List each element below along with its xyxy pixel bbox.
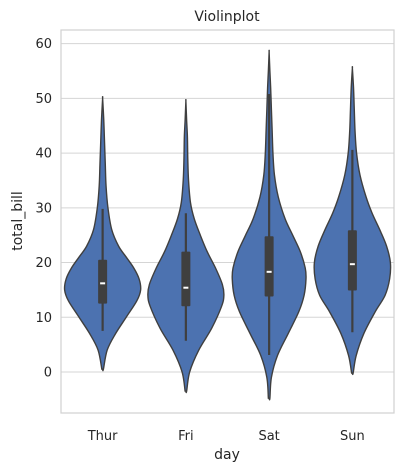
chart-title: Violinplot bbox=[194, 9, 260, 25]
x-tick-label: Sat bbox=[258, 429, 279, 444]
violin-iqr-box bbox=[181, 251, 191, 307]
y-tick-label: 0 bbox=[44, 365, 52, 380]
violin-iqr-box bbox=[347, 230, 357, 291]
x-tick-label: Sun bbox=[340, 429, 365, 444]
violin-thur bbox=[63, 96, 142, 372]
x-tick-label: Thur bbox=[87, 429, 118, 444]
violins bbox=[63, 49, 392, 401]
y-tick-label: 10 bbox=[35, 311, 52, 326]
x-tick-labels: Thur Fri Sat Sun bbox=[87, 429, 365, 444]
y-tick-labels: 0 10 20 30 40 50 60 bbox=[35, 37, 52, 380]
y-tick-label: 60 bbox=[35, 37, 52, 52]
y-axis-label: total_bill bbox=[10, 191, 26, 251]
y-tick-label: 40 bbox=[35, 147, 52, 162]
x-tick-label: Fri bbox=[178, 429, 194, 444]
y-tick-label: 20 bbox=[35, 256, 52, 271]
violin-iqr-box bbox=[98, 259, 108, 304]
y-tick-label: 30 bbox=[35, 201, 52, 216]
plot-area-frame bbox=[60, 29, 395, 414]
x-axis-label: day bbox=[214, 447, 240, 463]
violin-fri bbox=[147, 99, 225, 394]
violin-sat bbox=[231, 49, 307, 401]
violin-iqr-box bbox=[264, 236, 274, 297]
violin-sun bbox=[313, 66, 392, 376]
y-tick-label: 50 bbox=[35, 92, 52, 107]
